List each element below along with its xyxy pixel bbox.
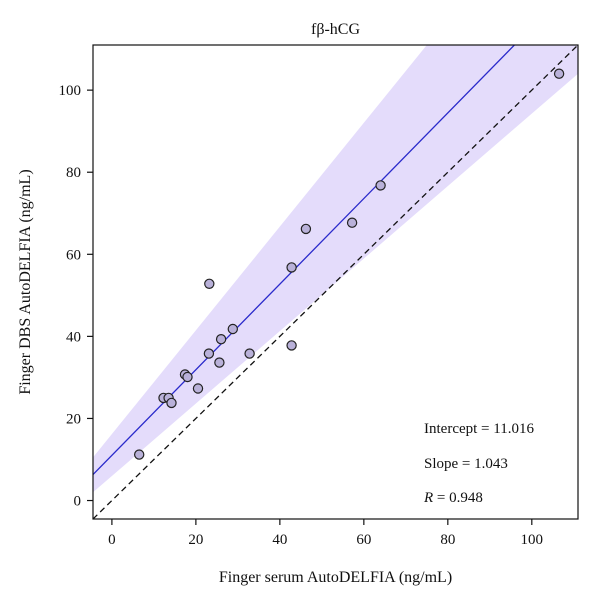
data-point-12: [227, 323, 238, 335]
intercept-annotation: Intercept = 11.016: [424, 421, 534, 437]
y-tick-label-20: 20: [66, 411, 81, 427]
y-tick-label-100: 100: [59, 83, 82, 99]
x-tick-label-40: 40: [272, 532, 287, 548]
data-point-1: [133, 449, 145, 460]
x-axis-title: Finger serum AutoDELFIA (ng/mL): [219, 569, 452, 586]
data-point-14: [286, 262, 297, 273]
regression-line: [93, 45, 516, 476]
data-point-8: [203, 348, 215, 359]
chart-title: fβ-hCG: [311, 21, 360, 38]
x-tick-label-80: 80: [440, 532, 455, 548]
data-point-9: [204, 278, 215, 289]
y-tick-label-40: 40: [66, 329, 81, 345]
r-annotation: R = 0.948: [423, 490, 483, 506]
data-point-13: [244, 348, 255, 359]
x-tick-label-0: 0: [108, 532, 116, 548]
data-point-11: [215, 334, 227, 345]
y-tick-label-60: 60: [66, 247, 81, 263]
x-tick-label-20: 20: [188, 532, 203, 548]
confidence-band: [93, 45, 578, 493]
x-tick-label-60: 60: [356, 532, 371, 548]
data-point-6: [182, 371, 193, 383]
slope-annotation: Slope = 1.043: [424, 456, 508, 472]
y-tick-label-80: 80: [66, 165, 81, 181]
data-point-4: [166, 397, 177, 409]
identity-line: [93, 45, 578, 519]
x-tick-label-100: 100: [521, 532, 544, 548]
data-point-7: [192, 383, 204, 394]
data-point-10: [214, 357, 225, 368]
y-axis-title: Finger DBS AutoDELFIA (ng/mL): [17, 169, 34, 394]
data-point-18: [375, 180, 386, 191]
data-point-19: [553, 68, 565, 79]
data-point-16: [300, 223, 312, 235]
r-value: = 0.948: [433, 490, 483, 506]
data-point-17: [346, 217, 358, 228]
plot-frame: [92, 44, 579, 520]
y-tick-label-0: 0: [74, 494, 82, 510]
data-point-15: [286, 340, 297, 351]
r-symbol: R: [423, 490, 433, 506]
